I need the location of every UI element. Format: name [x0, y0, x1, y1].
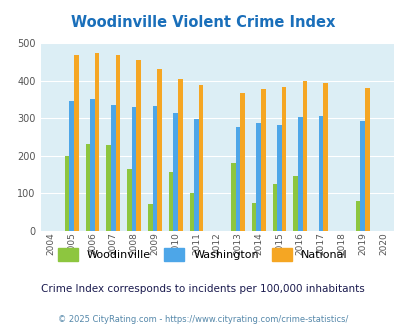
Bar	[198, 85, 203, 231]
Bar	[297, 117, 302, 231]
Bar	[230, 163, 235, 231]
Bar	[281, 86, 286, 231]
Text: © 2025 CityRating.com - https://www.cityrating.com/crime-statistics/: © 2025 CityRating.com - https://www.city…	[58, 315, 347, 324]
Bar	[152, 106, 157, 231]
Bar	[157, 69, 161, 231]
Bar	[95, 53, 99, 231]
Bar	[74, 54, 79, 231]
Bar	[364, 88, 369, 231]
Bar	[360, 121, 364, 231]
Bar	[194, 119, 198, 231]
Bar	[355, 201, 360, 231]
Bar	[251, 203, 256, 231]
Text: Crime Index corresponds to incidents per 100,000 inhabitants: Crime Index corresponds to incidents per…	[41, 284, 364, 294]
Bar	[90, 99, 95, 231]
Bar	[111, 105, 115, 231]
Bar	[240, 93, 244, 231]
Bar	[260, 89, 265, 231]
Bar	[256, 123, 260, 231]
Legend: Woodinville, Washington, National: Woodinville, Washington, National	[58, 248, 347, 260]
Bar	[177, 79, 182, 231]
Bar	[323, 83, 327, 231]
Bar	[69, 101, 74, 231]
Bar	[272, 183, 277, 231]
Bar	[132, 107, 136, 231]
Text: Woodinville Violent Crime Index: Woodinville Violent Crime Index	[70, 15, 335, 30]
Bar	[106, 145, 111, 231]
Bar	[189, 193, 194, 231]
Bar	[293, 177, 297, 231]
Bar	[85, 144, 90, 231]
Bar	[148, 204, 152, 231]
Bar	[318, 116, 323, 231]
Bar	[173, 113, 177, 231]
Bar	[277, 124, 281, 231]
Bar	[115, 55, 120, 231]
Bar	[168, 172, 173, 231]
Bar	[235, 127, 240, 231]
Bar	[127, 169, 132, 231]
Bar	[136, 60, 141, 231]
Bar	[302, 81, 307, 231]
Bar	[65, 156, 69, 231]
